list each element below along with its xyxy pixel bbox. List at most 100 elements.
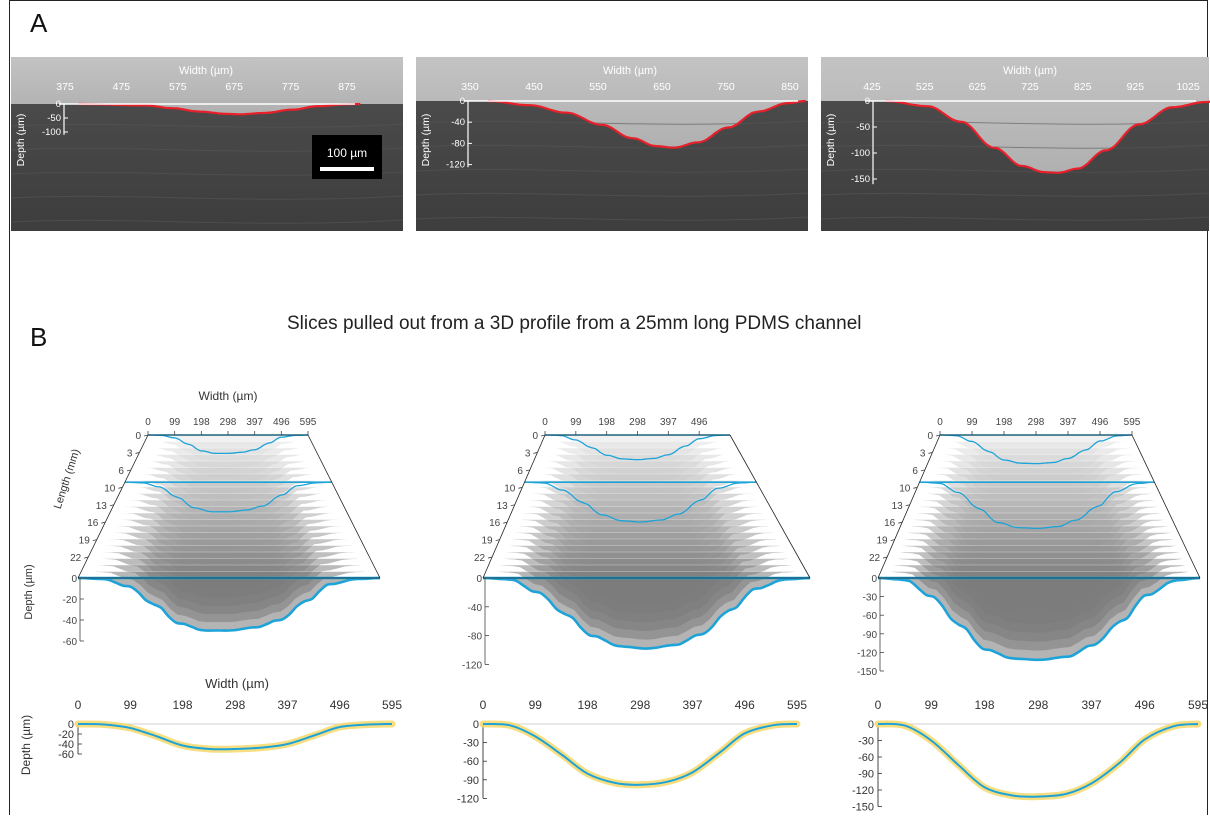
x-tick-label: 99 [925,698,939,712]
y-tick-label: -40 [468,603,483,614]
x-axis-title: Width (µm) [199,389,258,403]
y-tick-label: -120 [457,793,479,805]
z-tick [143,434,149,437]
highlight-slice-profile [524,481,757,523]
x-tick-label: 595 [382,698,402,712]
z-tick [135,452,140,454]
micrograph-cavity [416,57,808,148]
z-tick [487,556,493,559]
y-tick-label: -150 [851,174,870,185]
frame-right-edge [729,434,811,579]
z-tick-label: 16 [489,518,501,529]
z-tick [495,539,500,542]
panel-b-title: Slices pulled out from a 3D profile from… [287,313,862,334]
z-tick [920,469,925,472]
x-tick-label: 550 [589,81,607,93]
x-tick-label: 198 [974,698,994,712]
z-tick-label: 6 [517,466,523,477]
y-tick-label: -90 [863,630,878,641]
z-tick-label: 13 [497,501,509,512]
y-tick-label: 0 [56,99,61,110]
profile-trace [885,99,1210,174]
texture-line [415,168,809,173]
y-tick-label: -60 [863,611,878,622]
z-tick-label: 0 [927,431,933,442]
profile-spread-band [874,720,1202,801]
x-tick-label: 496 [691,417,708,428]
x-tick-label: 198 [577,698,597,712]
x-tick-label: 0 [75,698,82,712]
texture-line [415,192,809,197]
x-tick-label: 198 [996,417,1013,428]
x-tick-label: 625 [969,81,987,93]
x-tick-label: 298 [1028,417,1045,428]
x-tick-label: 350 [461,81,479,93]
x-tick-label: 425 [863,81,881,93]
x-tick-label: 0 [542,417,548,428]
y-tick-label: -120 [852,785,874,797]
z-tick-label: 22 [474,553,486,564]
z-tick-label: 6 [912,466,918,477]
y-tick-label: -20 [58,729,74,741]
y-tick-label: -80 [451,138,465,149]
z-tick-label: 10 [504,483,516,494]
x-tick-label: 750 [717,81,735,93]
micrograph-cavity [821,57,1210,173]
z-tick-label: 19 [877,536,889,547]
panel-label-b: B [30,322,48,352]
z-tick-label: 6 [118,466,124,477]
z-tick [84,556,89,559]
x-tick-label: 298 [1028,698,1048,712]
z-tick [525,469,530,472]
y-tick-label: -30 [863,593,878,604]
y-tick-label: 0 [71,574,77,585]
y-axis-title: Depth (µm) [23,564,35,619]
highlight-slice-profile [919,481,1155,530]
x-tick-label: 850 [781,81,799,93]
y-tick-label: -150 [857,667,877,678]
texture-line [415,144,809,149]
x-tick-label: 1025 [1176,81,1200,93]
x-tick-label: 0 [145,417,151,428]
y-tick-label: -40 [451,117,465,128]
x-tick-label: 575 [169,81,187,93]
z-tick-label: 0 [532,431,538,442]
x-tick-label: 475 [113,81,131,93]
x-tick-label: 450 [525,81,543,93]
x-tick-label: 525 [916,81,934,93]
x-tick-label: 675 [225,81,243,93]
y-axis-title: Depth (µm) [15,114,27,167]
z-tick [503,521,508,524]
x-tick-label: 595 [300,417,317,428]
y-tick-label: -120 [462,660,482,671]
x-tick-label: 875 [338,81,356,93]
y-tick-label: -60 [58,749,74,761]
x-tick-label: 0 [875,698,882,712]
x-tick-label: 99 [124,698,138,712]
y-tick-label: 0 [865,96,870,107]
y-tick-label: -100 [42,127,61,138]
y-axis-title: Depth (µm) [825,114,837,167]
z-tick-label: 22 [869,553,881,564]
z-tick [928,452,933,454]
x-tick-label: 0 [937,417,943,428]
z-tick [882,556,888,559]
texture-line [820,144,1210,149]
texture-line [415,216,809,221]
z-tick [913,486,918,489]
x-tick-label: 595 [787,698,807,712]
y-tick-label: -90 [858,769,874,781]
frame-right-edge [307,434,381,579]
y-tick-label: -100 [851,148,870,159]
x-tick-label: 99 [966,417,978,428]
y-tick-label: -50 [856,122,870,133]
y-tick-label: -120 [857,648,877,659]
texture-line [820,120,1210,125]
micrograph-2: 350 450 550 650 750 850 Width (µm) 0 -40 -80 -120 D… [415,57,809,231]
micrograph-1: 375 475 575 675 775 875 Width (µm) 0 -50 -100 Dept… [10,57,404,231]
x-tick-label: 99 [529,698,543,712]
y-tick-label: 0 [460,96,465,107]
x-tick-label: 925 [1127,81,1145,93]
y-tick-label: -30 [858,736,874,748]
y-tick-label: -30 [463,738,479,750]
